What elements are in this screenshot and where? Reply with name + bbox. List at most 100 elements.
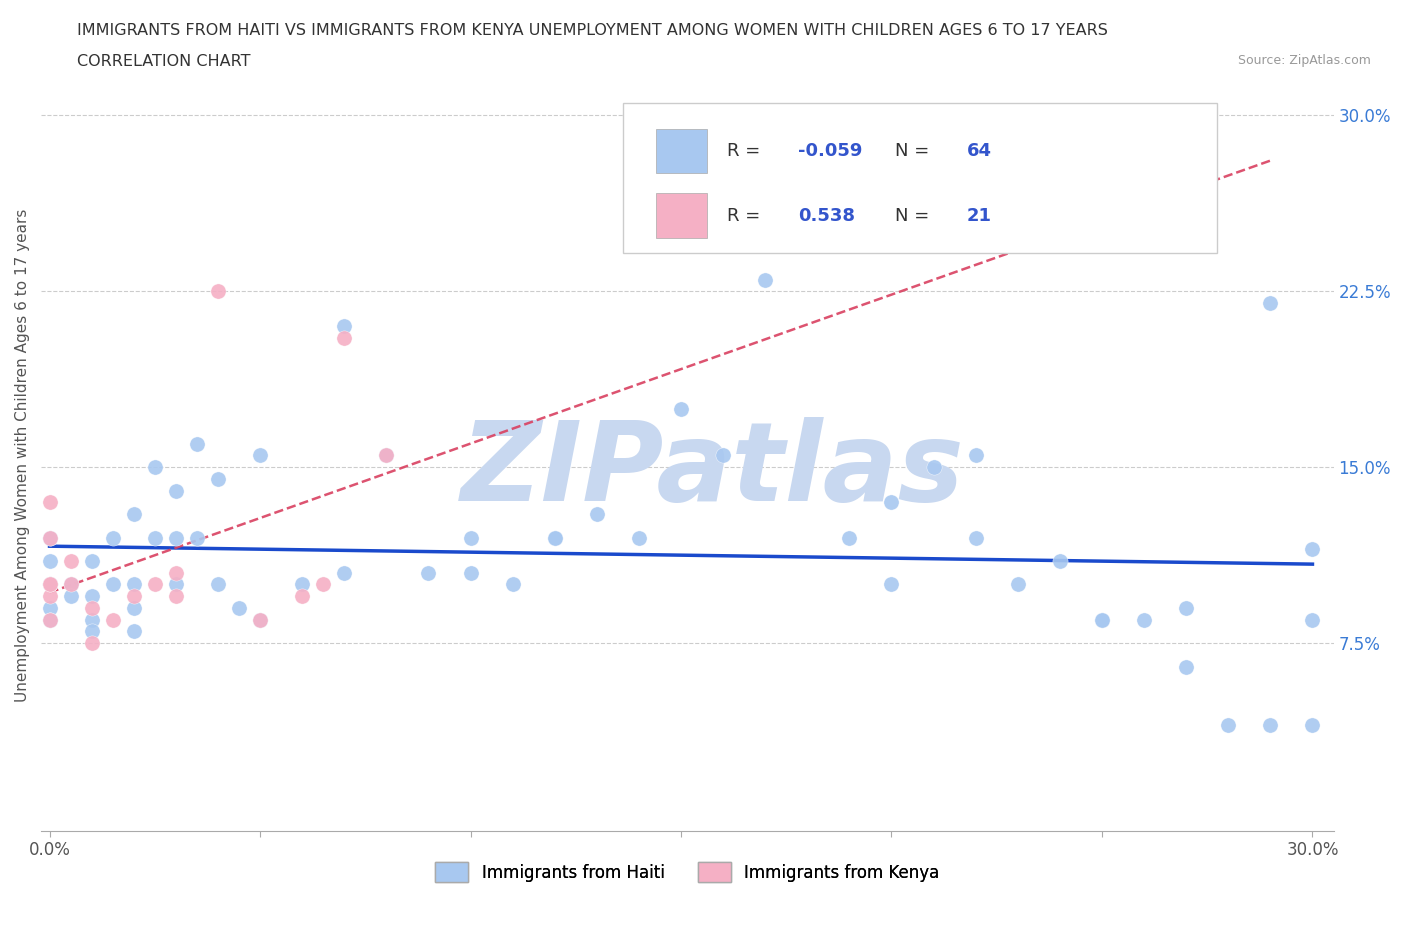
Point [1301,612,1323,627]
Point [165,530,187,545]
Point [291,589,314,604]
Legend: Immigrants from Haiti, Immigrants from Kenya: Immigrants from Haiti, Immigrants from K… [426,854,948,890]
Point [1175,601,1198,616]
Point [59,577,82,591]
Text: -0.059: -0.059 [799,141,863,160]
Point [291,577,314,591]
Text: ZIPatlas: ZIPatlas [461,417,965,524]
Point [1218,718,1240,733]
Y-axis label: Unemployment Among Women with Children Ages 6 to 17 years: Unemployment Among Women with Children A… [15,208,30,702]
Point [669,401,692,416]
Point [207,577,229,591]
Point [333,319,356,334]
Point [333,565,356,580]
Text: R =: R = [727,141,761,160]
Point [38,577,60,591]
Point [186,530,208,545]
Point [502,577,524,591]
Point [1133,612,1156,627]
Point [186,436,208,451]
Point [375,448,398,463]
Point [1049,553,1071,568]
Text: R =: R = [727,206,761,224]
Point [59,577,82,591]
Point [711,448,734,463]
Point [1260,296,1282,311]
Point [165,577,187,591]
Point [38,577,60,591]
Text: N =: N = [896,141,929,160]
Point [460,530,482,545]
FancyBboxPatch shape [623,102,1218,253]
Point [80,612,103,627]
Point [101,612,124,627]
Text: 0.538: 0.538 [799,206,855,224]
Point [165,589,187,604]
Point [1301,718,1323,733]
Point [122,589,145,604]
Text: IMMIGRANTS FROM HAITI VS IMMIGRANTS FROM KENYA UNEMPLOYMENT AMONG WOMEN WITH CHI: IMMIGRANTS FROM HAITI VS IMMIGRANTS FROM… [77,23,1108,38]
Point [1007,577,1029,591]
Point [122,624,145,639]
Point [143,530,166,545]
Point [38,577,60,591]
Point [880,577,903,591]
FancyBboxPatch shape [657,193,707,238]
Point [59,553,82,568]
Point [333,331,356,346]
Point [544,530,567,545]
Point [312,577,335,591]
Point [965,530,987,545]
Text: 21: 21 [966,206,991,224]
Point [38,530,60,545]
Point [59,589,82,604]
Point [880,495,903,510]
Point [143,577,166,591]
Point [249,612,271,627]
Point [922,459,945,474]
Point [418,565,440,580]
Point [80,589,103,604]
Point [38,601,60,616]
Point [101,577,124,591]
Point [165,565,187,580]
Point [38,612,60,627]
Point [627,530,650,545]
Point [165,484,187,498]
Point [544,530,567,545]
Point [38,612,60,627]
Text: Source: ZipAtlas.com: Source: ZipAtlas.com [1237,54,1371,67]
Point [80,553,103,568]
Point [207,472,229,486]
Point [143,459,166,474]
Point [80,636,103,651]
Point [1260,718,1282,733]
Point [207,284,229,299]
FancyBboxPatch shape [657,128,707,173]
Point [249,448,271,463]
Text: CORRELATION CHART: CORRELATION CHART [77,54,250,69]
Point [249,612,271,627]
Point [80,601,103,616]
Point [375,448,398,463]
Point [1091,612,1114,627]
Point [460,565,482,580]
Text: 64: 64 [966,141,991,160]
Point [965,448,987,463]
Point [122,601,145,616]
Point [838,530,860,545]
Point [122,507,145,522]
Point [101,530,124,545]
Point [1091,612,1114,627]
Point [38,553,60,568]
Point [754,272,776,287]
Point [1301,542,1323,557]
Text: N =: N = [896,206,929,224]
Point [38,577,60,591]
Point [38,530,60,545]
Point [228,601,250,616]
Point [80,624,103,639]
Point [1175,659,1198,674]
Point [585,507,607,522]
Point [38,589,60,604]
